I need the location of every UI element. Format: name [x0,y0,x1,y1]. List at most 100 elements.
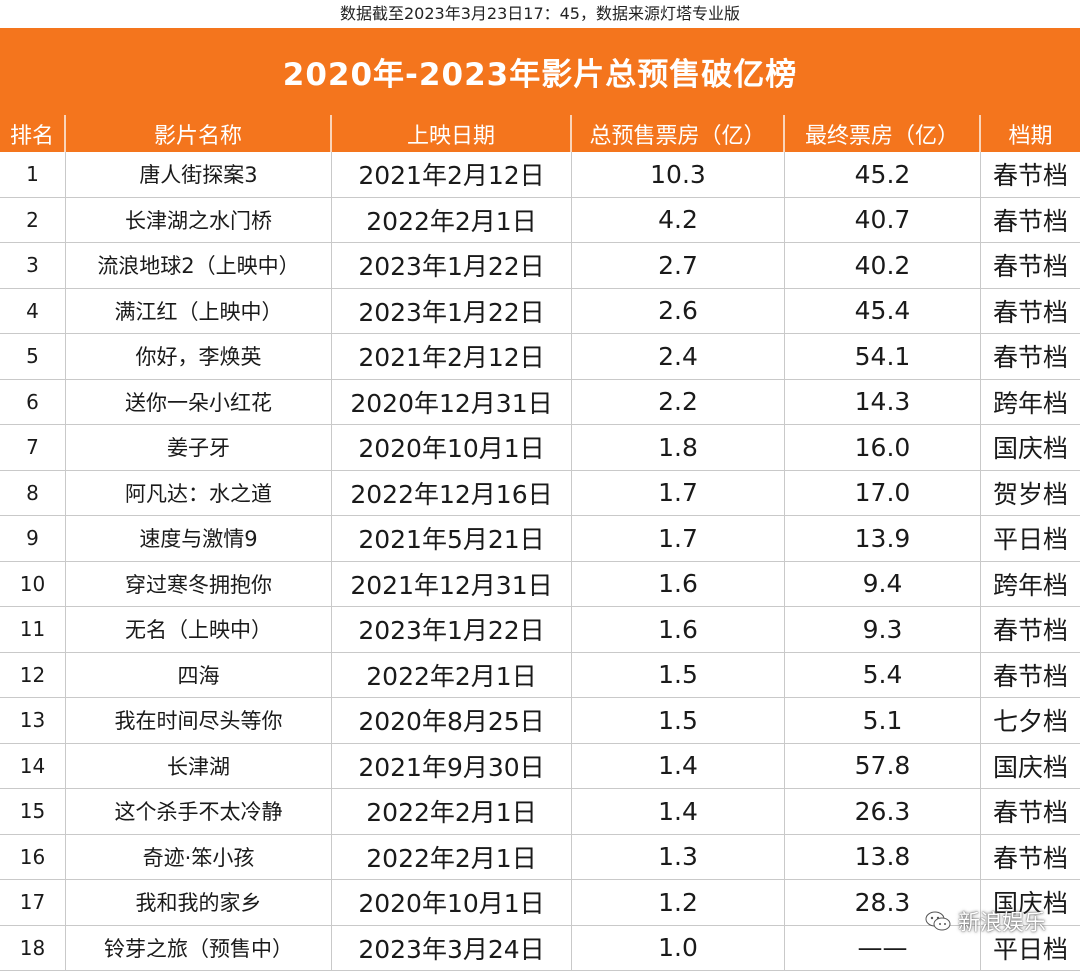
slot-cell: 跨年档 [992,570,1068,600]
presale-cell: 2.7 [572,243,785,288]
release-date-cell: 2020年10月1日 [332,425,572,470]
slot-cell: 春节档 [992,206,1068,236]
watermark-text: 新浪娱乐 [957,911,1046,936]
film-name-cell: 满江红（上映中） [66,288,332,333]
release-date-cell: 2021年2月12日 [332,334,572,379]
rank-cell: 6 [0,379,66,424]
release-date-cell: 2022年2月1日 [332,652,572,697]
table-row: 5 你好，李焕英 2021年2月12日 2.4 54.1 春节档 [0,334,1080,380]
slot-cell: 春节档 [992,161,1068,191]
table-row: 6 送你一朵小红花 2020年12月31日 2.2 14.3 跨年档 [0,379,1080,425]
release-date-cell: 2022年2月1日 [332,197,572,242]
presale-cell: 1.5 [572,698,785,743]
release-date-cell: 2022年2月1日 [332,789,572,834]
final-cell: 17.0 [785,470,981,515]
rank-cell: 14 [0,743,66,788]
film-name-cell: 姜子牙 [66,425,332,470]
slot-cell: 春节档 [992,843,1068,873]
film-name-cell: 四海 [66,652,332,697]
film-name-cell: 流浪地球2（上映中） [66,243,332,288]
sina-ent-watermark: 新浪娱乐 [924,905,1046,937]
film-name-cell: 长津湖 [66,743,332,788]
slot-cell: 贺岁档 [992,479,1068,509]
release-date-cell: 2020年12月31日 [332,379,572,424]
presale-cell: 2.2 [572,379,785,424]
slot-cell: 国庆档 [992,752,1068,782]
table-row: 7 姜子牙 2020年10月1日 1.8 16.0 国庆档 [0,425,1080,471]
presale-cell: 1.0 [572,925,785,970]
release-date-cell: 2020年8月25日 [332,698,572,743]
rank-cell: 13 [0,698,66,743]
release-date-cell: 2021年5月21日 [332,516,572,561]
header-rank: 排名 [0,115,66,152]
final-cell: 54.1 [785,334,981,379]
table-row: 15 这个杀手不太冷静 2022年2月1日 1.4 26.3 春节档 [0,789,1080,835]
slot-cell: 春节档 [992,252,1068,282]
release-date-cell: 2021年9月30日 [332,743,572,788]
rank-cell: 17 [0,880,66,925]
final-cell: 16.0 [785,425,981,470]
film-name-cell: 送你一朵小红花 [66,379,332,424]
presale-cell: 2.4 [572,334,785,379]
table-row: 4 满江红（上映中） 2023年1月22日 2.6 45.4 春节档 [0,288,1080,334]
final-cell: 45.4 [785,288,981,333]
header-film-name: 影片名称 [66,115,332,152]
film-name-cell: 铃芽之旅（预售中） [66,925,332,970]
final-cell: 5.4 [785,652,981,697]
final-cell: 9.4 [785,561,981,606]
film-name-cell: 这个杀手不太冷静 [66,789,332,834]
slot-cell: 平日档 [992,934,1068,964]
table-row: 1 唐人街探案3 2021年2月12日 10.3 45.2 春节档 [0,152,1080,198]
presale-cell: 1.4 [572,743,785,788]
rank-cell: 8 [0,470,66,515]
table-header: 排名 影片名称 上映日期 总预售票房（亿） 最终票房（亿） 档期 [0,115,1080,152]
rank-cell: 10 [0,561,66,606]
table-row: 10 穿过寒冬拥抱你 2021年12月31日 1.6 9.4 跨年档 [0,561,1080,607]
rank-cell: 7 [0,425,66,470]
rank-cell: 3 [0,243,66,288]
presale-cell: 1.3 [572,834,785,879]
release-date-cell: 2023年1月22日 [332,607,572,652]
slot-cell: 春节档 [992,798,1068,828]
header-release-date: 上映日期 [332,115,572,152]
presale-cell: 1.8 [572,425,785,470]
rank-cell: 16 [0,834,66,879]
presale-cell: 1.7 [572,516,785,561]
final-cell: 40.2 [785,243,981,288]
release-date-cell: 2023年1月22日 [332,288,572,333]
final-cell: 57.8 [785,743,981,788]
film-name-cell: 穿过寒冬拥抱你 [66,561,332,606]
table-body: 1 唐人街探案3 2021年2月12日 10.3 45.2 春节档 2 长津湖之水门桥 202… [0,152,1080,971]
header-final-box-office: 最终票房（亿） [785,115,981,152]
release-date-cell: 2023年1月22日 [332,243,572,288]
rank-cell: 9 [0,516,66,561]
final-cell: 13.8 [785,834,981,879]
rank-cell: 12 [0,652,66,697]
header-slot: 档期 [1008,123,1053,149]
slot-cell: 国庆档 [992,434,1068,464]
final-cell: 28.3 [785,880,981,925]
table-row: 17 我和我的家乡 2020年10月1日 1.2 28.3 国庆档 [0,880,1080,926]
table-row: 11 无名（上映中） 2023年1月22日 1.6 9.3 春节档 [0,607,1080,653]
table-title: 2020年-2023年影片总预售破亿榜 [0,28,1080,115]
slot-cell: 七夕档 [992,707,1068,737]
table-row: 14 长津湖 2021年9月30日 1.4 57.8 国庆档 [0,743,1080,789]
final-cell: 9.3 [785,607,981,652]
slot-cell: 春节档 [992,616,1068,646]
film-name-cell: 无名（上映中） [66,607,332,652]
table-row: 16 奇迹·笨小孩 2022年2月1日 1.3 13.8 春节档 [0,834,1080,880]
film-name-cell: 我和我的家乡 [66,880,332,925]
slot-cell: 国庆档 [992,889,1068,919]
final-cell: 45.2 [785,152,981,197]
rank-cell: 18 [0,925,66,970]
presale-cell: 2.6 [572,288,785,333]
slot-cell: 春节档 [992,661,1068,691]
release-date-cell: 2022年2月1日 [332,834,572,879]
final-cell: 14.3 [785,379,981,424]
rank-cell: 5 [0,334,66,379]
final-cell: 40.7 [785,197,981,242]
header-presale-box-office: 总预售票房（亿） [572,115,785,152]
table-row: 12 四海 2022年2月1日 1.5 5.4 春节档 [0,652,1080,698]
table-row: 9 速度与激情9 2021年5月21日 1.7 13.9 平日档 [0,516,1080,562]
presale-cell: 1.2 [572,880,785,925]
